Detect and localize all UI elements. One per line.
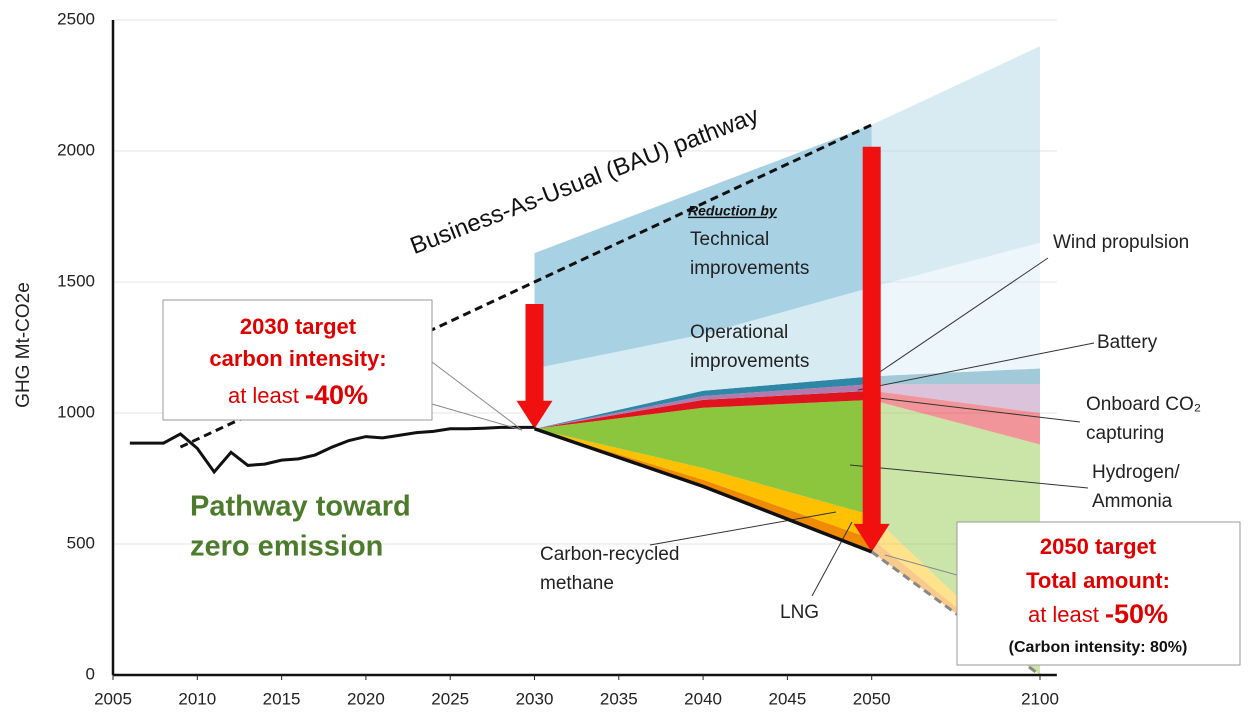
leader-line [864, 257, 1049, 383]
x-tick-label: 2030 [516, 689, 554, 708]
reduction-label: Reduction by [688, 203, 778, 219]
area [871, 46, 1040, 288]
target-text: at least -50% [1028, 599, 1168, 629]
x-tick-label: 2020 [347, 689, 385, 708]
pathway-label: zero emission [190, 531, 383, 563]
area [534, 390, 872, 429]
area [534, 376, 872, 429]
target-text: 2050 target [1040, 534, 1157, 559]
area [871, 390, 1040, 445]
x-tick-label: 2010 [178, 689, 216, 708]
y-tick-label: 2500 [57, 9, 95, 28]
series-label: Hydrogen/ [1092, 462, 1180, 483]
target-note: (Carbon intensity: 80%) [1009, 639, 1188, 656]
series-label: Wind propulsion [1053, 232, 1189, 253]
bau-line [179, 123, 873, 449]
target-text: -50% [1105, 599, 1168, 629]
reduction-arrow [516, 304, 553, 429]
pathway-line [533, 427, 873, 554]
target-text: carbon intensity: [209, 346, 386, 371]
area [534, 124, 872, 369]
callout-line [431, 361, 523, 431]
leader-line [649, 511, 837, 546]
series-label: methane [540, 573, 614, 594]
area [534, 287, 872, 429]
leader-line [811, 521, 853, 597]
history-line [129, 425, 535, 475]
y-axis-label: GHG Mt-CO2e [13, 282, 34, 408]
series-label: improvements [690, 351, 809, 372]
area [871, 368, 1040, 385]
target-text: at least [1028, 602, 1105, 627]
area [871, 384, 1040, 413]
target-text: Total amount: [1026, 568, 1170, 593]
target-box [956, 521, 1241, 666]
area [534, 384, 872, 429]
x-tick-label: 2040 [684, 689, 722, 708]
target-box [162, 299, 433, 421]
area [534, 399, 872, 516]
y-tick-label: 0 [86, 664, 95, 683]
x-tick-label: 2015 [263, 689, 301, 708]
x-tick-label: 2050 [853, 689, 891, 708]
series-label: improvements [690, 258, 809, 279]
leader-line [861, 395, 1081, 423]
target-text: -40% [305, 380, 368, 410]
series-label: Technical [690, 229, 769, 250]
y-tick-label: 2000 [57, 140, 95, 159]
series-label: LNG [780, 602, 819, 623]
pathway-label: Pathway toward [190, 491, 411, 523]
callout-line [884, 554, 958, 576]
y-tick-label: 1000 [57, 402, 95, 421]
series-label: Battery [1097, 332, 1158, 353]
x-tick-label: 2025 [431, 689, 469, 708]
leader-line [857, 342, 1095, 391]
target-text: at least -40% [228, 380, 368, 410]
callout-line [431, 403, 523, 431]
reduction-arrow [853, 146, 890, 552]
y-tick-label: 1500 [57, 271, 95, 290]
series-label: capturing [1086, 423, 1164, 444]
x-tick-label: 2005 [94, 689, 132, 708]
leader-line [849, 464, 1089, 489]
series-label: Ammonia [1092, 491, 1173, 512]
series-label: Carbon-recycled [540, 544, 679, 565]
y-tick-label: 500 [67, 533, 95, 552]
x-tick-label: 2035 [600, 689, 638, 708]
series-label: Operational [690, 322, 788, 343]
x-tick-label: 2100 [1021, 689, 1059, 708]
x-tick-label: 2045 [768, 689, 806, 708]
target-text: at least [228, 383, 305, 408]
series-label: Onboard CO₂ [1086, 394, 1201, 415]
target-text: 2030 target [240, 314, 357, 339]
area [871, 242, 1040, 377]
